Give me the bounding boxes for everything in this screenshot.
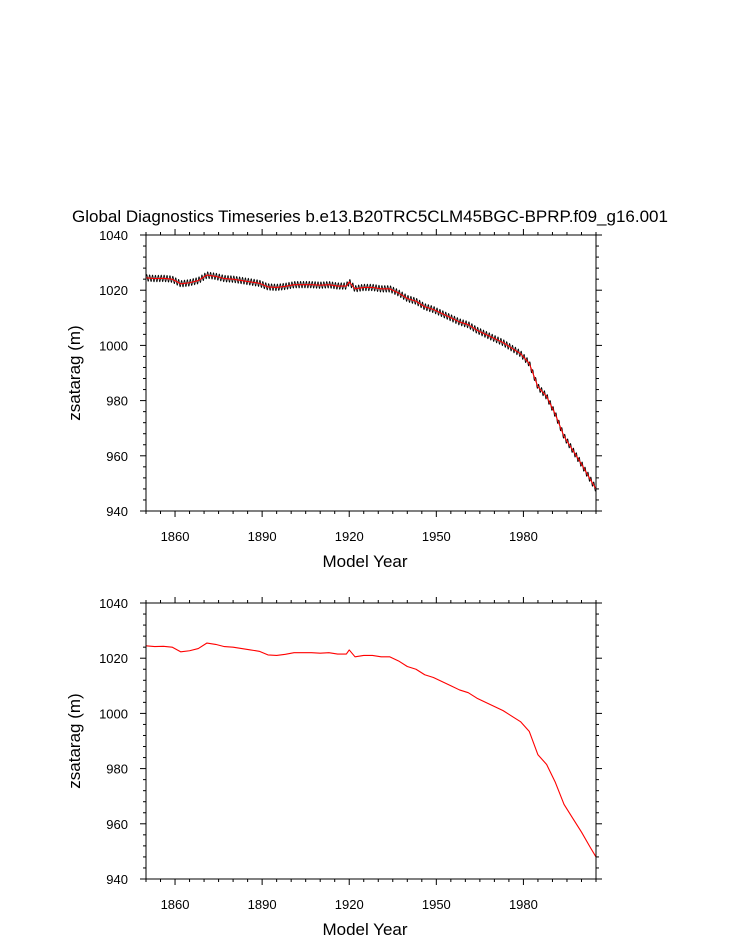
x-tick-label: 1950	[422, 897, 451, 912]
y-tick-label: 940	[106, 872, 128, 887]
x-tick-label: 1860	[161, 529, 190, 544]
x-tick-label: 1950	[422, 529, 451, 544]
x-tick-label: 1980	[509, 529, 538, 544]
x-tick-label: 1860	[161, 897, 190, 912]
y-tick-label: 960	[106, 449, 128, 464]
y-axis-label: zsatarag (m)	[65, 325, 84, 420]
y-tick-label: 1040	[99, 596, 128, 611]
y-tick-label: 940	[106, 504, 128, 519]
y-tick-label: 1020	[99, 651, 128, 666]
series-monthly-line	[145, 271, 597, 492]
panel-1: Global Diagnostics Timeseries b.e13.B20T…	[65, 207, 668, 571]
series-annual-line	[145, 274, 597, 490]
y-axis-label: zsatarag (m)	[65, 693, 84, 788]
x-tick-label: 1980	[509, 897, 538, 912]
x-tick-label: 1920	[335, 529, 364, 544]
y-tick-label: 1020	[99, 283, 128, 298]
y-tick-label: 1040	[99, 228, 128, 243]
x-tick-label: 1890	[248, 897, 277, 912]
x-axis-label: Model Year	[322, 552, 407, 571]
x-axis-label: Model Year	[322, 920, 407, 939]
chart-title: Global Diagnostics Timeseries b.e13.B20T…	[72, 207, 668, 226]
y-tick-label: 1000	[99, 706, 128, 721]
y-tick-label: 980	[106, 762, 128, 777]
x-tick-label: 1920	[335, 897, 364, 912]
y-tick-label: 960	[106, 817, 128, 832]
x-tick-label: 1890	[248, 529, 277, 544]
panel-2: 1860 1890 1920 1950 1980 940 960 980 1000 1020 104…	[65, 596, 602, 939]
plot-frame	[145, 234, 597, 512]
y-tick-label: 1000	[99, 338, 128, 353]
y-tick-label: 980	[106, 394, 128, 409]
plot-frame	[145, 602, 597, 880]
series-annual-line	[145, 642, 597, 858]
